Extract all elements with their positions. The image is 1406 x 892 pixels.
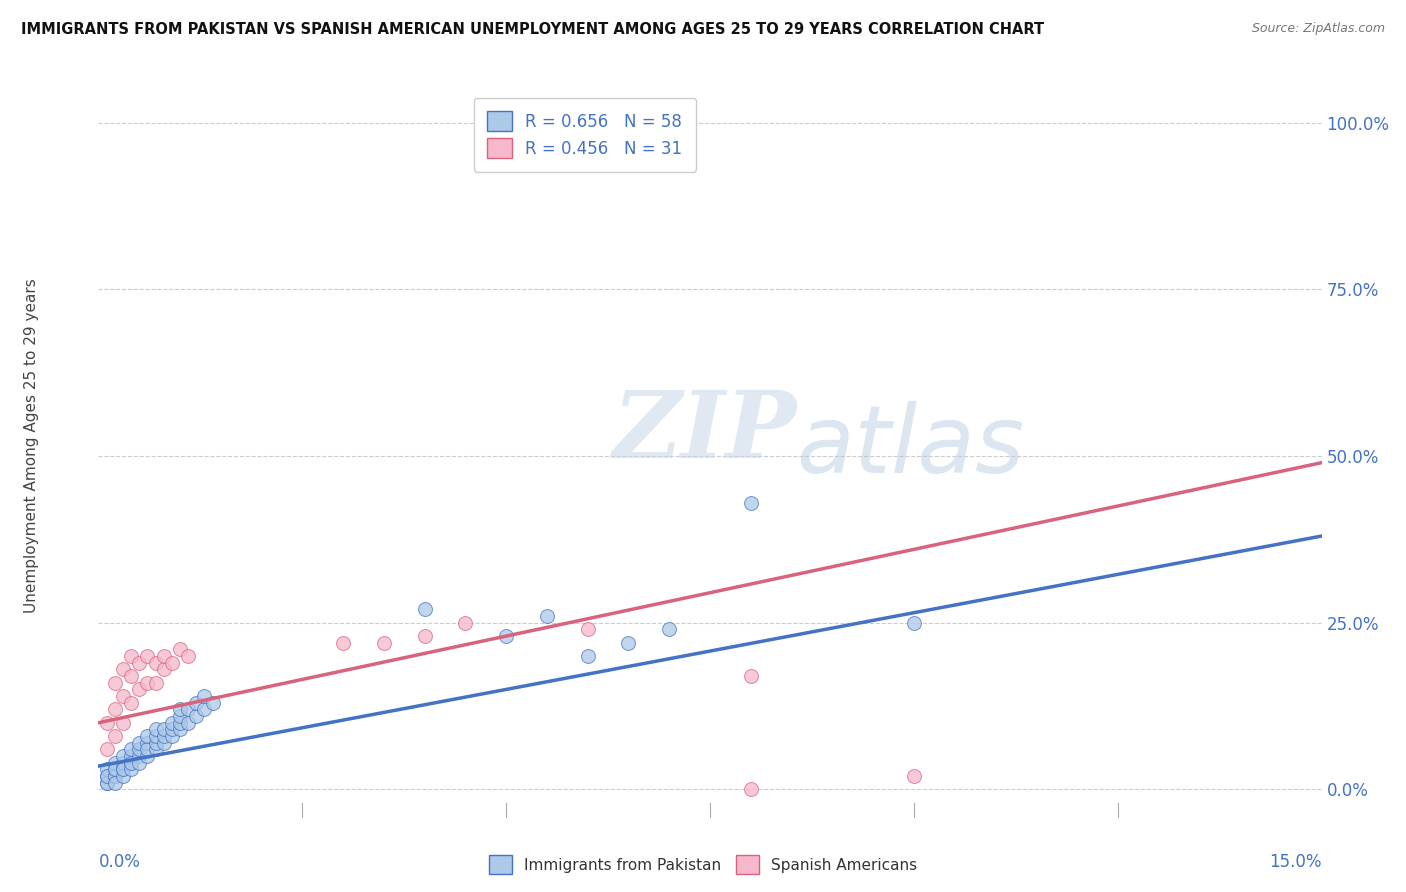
- Point: [152, 736, 174, 750]
- Point: [104, 729, 127, 743]
- Text: 0.0%: 0.0%: [98, 853, 141, 871]
- Point: [104, 769, 127, 783]
- Point: [104, 756, 127, 770]
- Point: [152, 649, 174, 664]
- Point: [104, 763, 127, 777]
- Point: [111, 763, 134, 777]
- Point: [201, 696, 224, 710]
- Point: [169, 709, 191, 723]
- Point: [104, 769, 127, 783]
- Point: [740, 782, 762, 797]
- Point: [740, 496, 762, 510]
- Point: [332, 636, 354, 650]
- Point: [128, 736, 150, 750]
- Point: [160, 656, 183, 670]
- Text: 15.0%: 15.0%: [1270, 853, 1322, 871]
- Point: [120, 756, 142, 770]
- Point: [111, 689, 134, 703]
- Point: [177, 702, 200, 716]
- Point: [160, 715, 183, 730]
- Point: [111, 662, 134, 676]
- Point: [495, 629, 517, 643]
- Point: [740, 669, 762, 683]
- Point: [136, 649, 159, 664]
- Point: [576, 649, 599, 664]
- Point: [128, 742, 150, 756]
- Point: [111, 715, 134, 730]
- Point: [104, 702, 127, 716]
- Point: [169, 702, 191, 716]
- Point: [152, 729, 174, 743]
- Point: [128, 682, 150, 697]
- Legend: Immigrants from Pakistan, Spanish Americans: Immigrants from Pakistan, Spanish Americ…: [482, 849, 924, 880]
- Point: [177, 715, 200, 730]
- Point: [96, 776, 118, 790]
- Point: [160, 729, 183, 743]
- Point: [104, 675, 127, 690]
- Point: [903, 769, 925, 783]
- Point: [136, 675, 159, 690]
- Legend: R = 0.656   N = 58, R = 0.456   N = 31: R = 0.656 N = 58, R = 0.456 N = 31: [474, 97, 696, 171]
- Point: [120, 763, 142, 777]
- Point: [96, 742, 118, 756]
- Point: [128, 656, 150, 670]
- Point: [152, 662, 174, 676]
- Point: [536, 609, 558, 624]
- Point: [903, 615, 925, 630]
- Point: [145, 729, 167, 743]
- Point: [454, 615, 477, 630]
- Point: [111, 769, 134, 783]
- Point: [193, 689, 215, 703]
- Point: [152, 723, 174, 737]
- Point: [186, 709, 208, 723]
- Point: [169, 715, 191, 730]
- Point: [136, 749, 159, 764]
- Text: atlas: atlas: [796, 401, 1024, 491]
- Point: [145, 723, 167, 737]
- Point: [111, 756, 134, 770]
- Point: [169, 723, 191, 737]
- Point: [617, 636, 640, 650]
- Point: [96, 715, 118, 730]
- Point: [120, 742, 142, 756]
- Point: [136, 742, 159, 756]
- Point: [120, 696, 142, 710]
- Point: [104, 763, 127, 777]
- Text: Source: ZipAtlas.com: Source: ZipAtlas.com: [1251, 22, 1385, 36]
- Point: [104, 776, 127, 790]
- Point: [128, 749, 150, 764]
- Point: [145, 736, 167, 750]
- Point: [160, 723, 183, 737]
- Point: [413, 602, 436, 616]
- Point: [111, 749, 134, 764]
- Point: [576, 623, 599, 637]
- Text: ZIP: ZIP: [612, 387, 796, 476]
- Point: [111, 763, 134, 777]
- Point: [96, 776, 118, 790]
- Point: [120, 649, 142, 664]
- Point: [96, 763, 118, 777]
- Point: [495, 115, 517, 129]
- Text: Unemployment Among Ages 25 to 29 years: Unemployment Among Ages 25 to 29 years: [24, 278, 38, 614]
- Point: [145, 742, 167, 756]
- Point: [658, 623, 681, 637]
- Text: IMMIGRANTS FROM PAKISTAN VS SPANISH AMERICAN UNEMPLOYMENT AMONG AGES 25 TO 29 YE: IMMIGRANTS FROM PAKISTAN VS SPANISH AMER…: [21, 22, 1045, 37]
- Point: [193, 702, 215, 716]
- Point: [145, 675, 167, 690]
- Point: [120, 669, 142, 683]
- Point: [128, 756, 150, 770]
- Point: [96, 769, 118, 783]
- Point: [136, 729, 159, 743]
- Point: [186, 696, 208, 710]
- Point: [120, 756, 142, 770]
- Point: [96, 769, 118, 783]
- Point: [136, 736, 159, 750]
- Point: [169, 642, 191, 657]
- Point: [413, 629, 436, 643]
- Point: [120, 749, 142, 764]
- Point: [145, 656, 167, 670]
- Point: [177, 649, 200, 664]
- Point: [373, 636, 395, 650]
